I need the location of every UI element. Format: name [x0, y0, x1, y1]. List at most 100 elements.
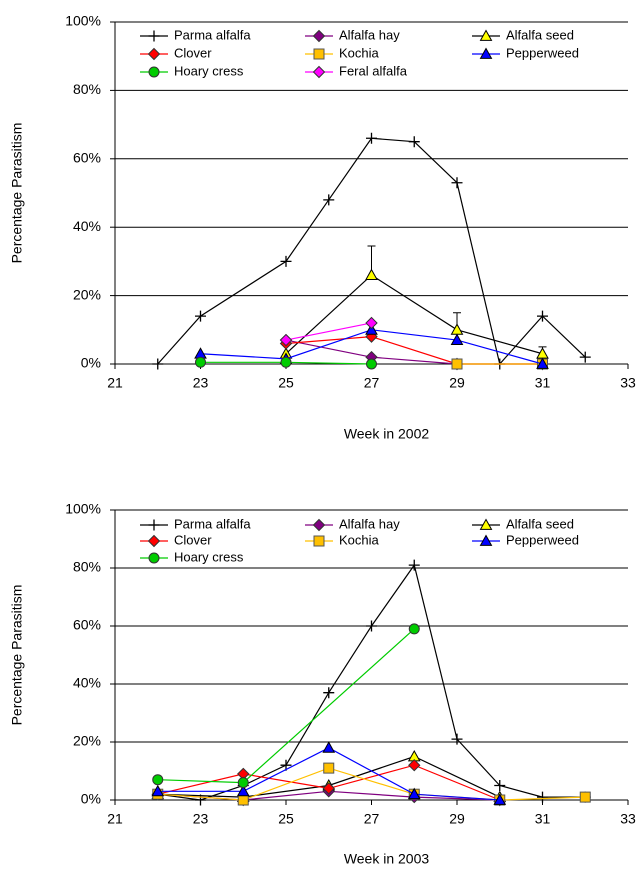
marker	[195, 310, 206, 322]
x-tick-label: 29	[449, 375, 465, 391]
marker	[479, 29, 493, 41]
marker	[479, 47, 493, 59]
y-axis-label: Percentage Parasitism	[9, 585, 25, 726]
y-tick-label: 0%	[81, 355, 101, 371]
legend-label: Parma alfalfa	[174, 516, 251, 531]
y-tick-label: 20%	[73, 733, 101, 749]
series-line	[285, 274, 543, 355]
marker	[323, 687, 335, 699]
y-tick-label: 60%	[73, 150, 101, 166]
marker	[148, 66, 160, 78]
marker	[312, 65, 326, 79]
legend-label: Alfalfa seed	[506, 27, 574, 42]
marker	[152, 358, 164, 370]
x-tick-label: 33	[620, 811, 636, 827]
legend-label: Pepperweed	[506, 532, 579, 547]
legend-label: Alfalfa seed	[506, 516, 574, 531]
y-tick-label: 80%	[73, 559, 101, 575]
marker	[237, 794, 249, 806]
y-tick-label: 0%	[81, 791, 101, 807]
marker	[537, 791, 548, 803]
marker	[451, 177, 463, 189]
legend-label: Clover	[174, 532, 212, 547]
marker	[323, 762, 335, 774]
marker	[280, 255, 292, 267]
legend-label: Hoary cress	[174, 63, 244, 78]
series-line	[285, 339, 543, 365]
marker	[151, 784, 165, 797]
marker	[366, 132, 377, 144]
marker	[313, 48, 325, 60]
series-line	[157, 767, 586, 801]
marker	[451, 358, 463, 370]
x-tick-label: 21	[107, 811, 123, 827]
marker	[408, 623, 420, 635]
marker	[579, 791, 591, 803]
marker	[323, 194, 335, 206]
legend-label: Alfalfa hay	[339, 516, 400, 531]
x-tick-label: 31	[535, 375, 551, 391]
marker	[148, 519, 160, 531]
legend-label: Kochia	[339, 45, 380, 60]
y-tick-label: 40%	[73, 675, 101, 691]
marker	[494, 780, 506, 791]
y-tick-label: 100%	[65, 501, 101, 517]
legend-label: Alfalfa hay	[339, 27, 400, 42]
series-line	[285, 322, 372, 341]
marker	[195, 356, 206, 368]
marker	[147, 47, 161, 61]
marker	[147, 534, 161, 548]
x-tick-label: 27	[364, 375, 380, 391]
marker	[313, 535, 325, 547]
marker	[366, 620, 377, 632]
marker	[194, 347, 207, 359]
legend-label: Parma alfalfa	[174, 27, 251, 42]
marker	[322, 741, 336, 753]
legend-label: Kochia	[339, 532, 380, 547]
y-tick-label: 20%	[73, 286, 101, 302]
marker	[408, 136, 420, 148]
marker	[407, 787, 421, 800]
marker	[152, 774, 164, 786]
legend-label: Pepperweed	[506, 45, 579, 60]
marker	[537, 310, 548, 322]
legend-label: Feral alfalfa	[339, 63, 408, 78]
x-tick-label: 25	[278, 811, 294, 827]
marker	[236, 784, 250, 797]
y-axis-label: Percentage Parasitism	[9, 123, 25, 264]
x-tick-label: 21	[107, 375, 123, 391]
marker	[579, 351, 591, 363]
marker	[408, 559, 420, 571]
y-tick-label: 80%	[73, 81, 101, 97]
series-line	[157, 137, 586, 366]
x-tick-label: 29	[449, 811, 465, 827]
legend-label: Hoary cress	[174, 549, 244, 564]
x-tick-label: 25	[278, 375, 294, 391]
marker	[366, 358, 377, 370]
marker	[479, 518, 493, 530]
marker	[279, 333, 293, 347]
marker	[365, 316, 378, 330]
marker	[148, 552, 160, 564]
marker	[450, 333, 464, 345]
marker	[536, 357, 549, 369]
marker	[451, 733, 463, 745]
marker	[195, 794, 206, 806]
marker	[148, 30, 160, 42]
marker	[479, 534, 493, 546]
x-tick-label: 33	[620, 375, 636, 391]
x-axis-label: Week in 2003	[344, 851, 430, 867]
x-tick-label: 27	[364, 811, 380, 827]
marker	[237, 777, 249, 789]
y-tick-label: 60%	[73, 617, 101, 633]
marker	[322, 782, 335, 795]
marker	[450, 323, 464, 335]
marker	[365, 323, 378, 335]
legend-label: Clover	[174, 45, 212, 60]
marker	[365, 268, 378, 280]
marker	[312, 29, 326, 43]
marker	[312, 518, 326, 532]
x-axis-label: Week in 2002	[344, 426, 430, 442]
